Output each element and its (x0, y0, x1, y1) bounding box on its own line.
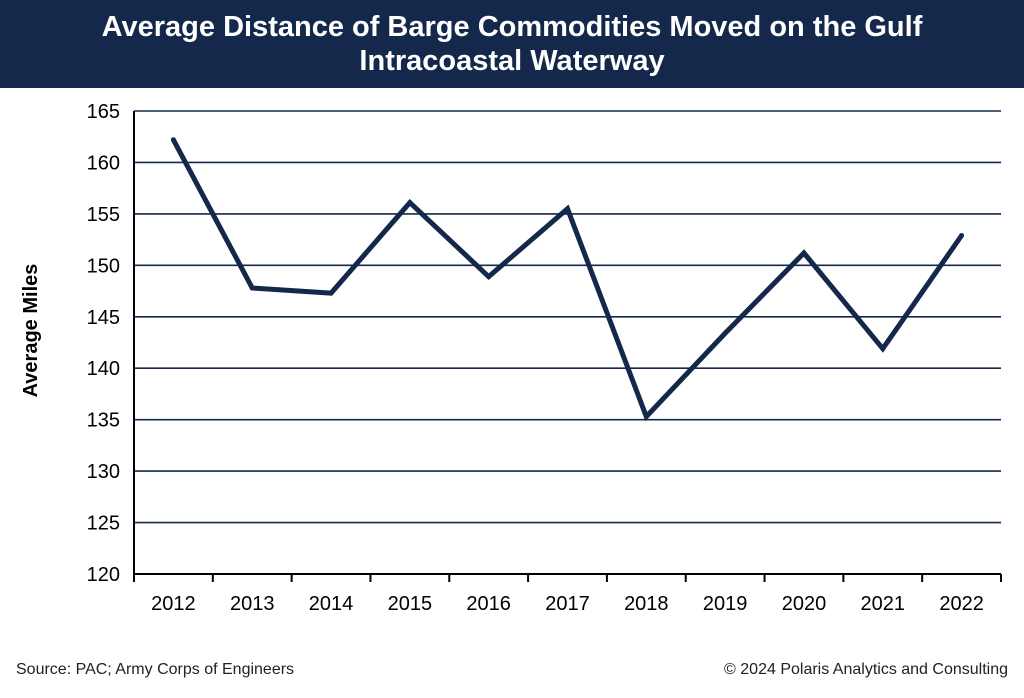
y-tick-label: 140 (87, 358, 120, 380)
data-point-2019 (722, 330, 728, 336)
data-point-2015 (407, 200, 413, 206)
x-tick-label: 2022 (939, 593, 984, 615)
y-tick-label: 130 (87, 461, 120, 483)
y-tick-label: 165 (87, 101, 120, 123)
x-tick-label: 2019 (703, 593, 748, 615)
data-point-2021 (880, 346, 886, 352)
data-point-2017 (565, 206, 570, 212)
y-tick-label: 120 (87, 564, 120, 586)
data-point-2016 (486, 274, 492, 280)
x-tick-label: 2013 (230, 593, 275, 615)
y-tick-label: 125 (87, 513, 120, 535)
x-tick-label: 2018 (624, 593, 669, 615)
x-tick-label: 2012 (151, 593, 196, 615)
data-point-2018 (643, 414, 649, 420)
chart-title-bar: Average Distance of Barge Commodities Mo… (0, 0, 1024, 88)
source-note: Source: PAC; Army Corps of Engineers (16, 661, 295, 678)
data-point-2020 (801, 250, 807, 256)
y-tick-label: 155 (87, 204, 120, 226)
copyright-note: © 2024 Polaris Analytics and Consulting (724, 661, 1008, 678)
x-tick-label: 2017 (545, 593, 590, 615)
data-point-2022 (959, 232, 965, 238)
y-tick-label: 160 (87, 152, 120, 174)
y-axis-title: Average Miles (20, 264, 42, 398)
series-line (171, 138, 964, 422)
x-tick-label: 2016 (466, 593, 511, 615)
x-tick-label: 2021 (861, 593, 906, 615)
y-tick-label: 145 (87, 307, 120, 329)
data-point-2013 (249, 285, 255, 291)
data-point-2012 (170, 137, 176, 143)
chart-title-line-2: Intracoastal Waterway (359, 45, 665, 77)
data-point-2014 (328, 290, 334, 296)
y-tick-label: 135 (87, 410, 120, 432)
chart-title-line-1: Average Distance of Barge Commodities Mo… (101, 11, 923, 43)
line-chart: 120 125 130 135 140 145 150 155 160 165 2012 2013 20… (20, 101, 1002, 615)
x-tick-label: 2014 (309, 593, 354, 615)
x-tick-label: 2015 (388, 593, 433, 615)
x-tick-label: 2020 (782, 593, 827, 615)
y-tick-label: 150 (87, 255, 120, 277)
